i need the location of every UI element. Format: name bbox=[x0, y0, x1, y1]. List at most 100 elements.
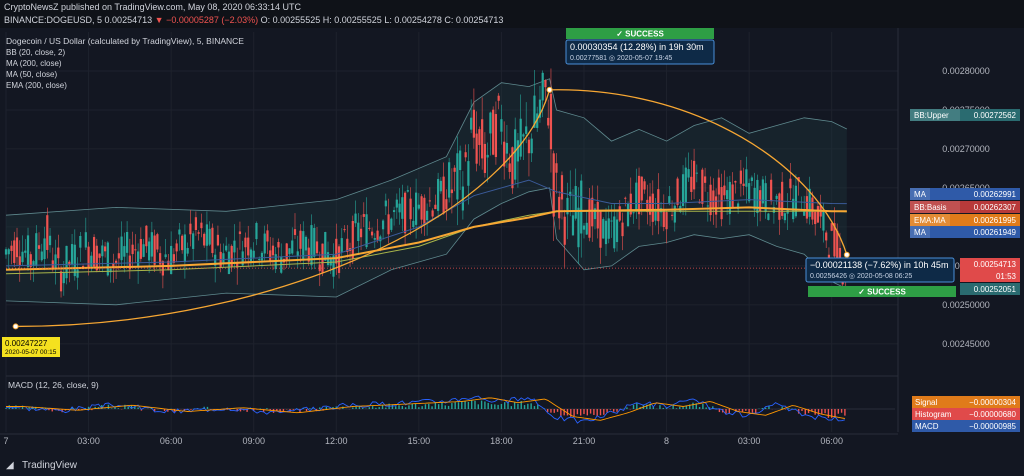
candle-body bbox=[544, 79, 547, 88]
candle-body bbox=[838, 247, 842, 260]
candle-body bbox=[285, 243, 288, 260]
candle-body bbox=[117, 253, 120, 259]
candle-body bbox=[87, 246, 90, 268]
macd-legend: MACD (12, 26, close, 9) bbox=[8, 380, 99, 390]
candle-body bbox=[170, 245, 173, 275]
time-tick-label: 09:00 bbox=[242, 436, 265, 446]
candle-body bbox=[723, 185, 726, 196]
candle-body bbox=[291, 240, 294, 254]
candle-body bbox=[4, 249, 8, 255]
candle-body bbox=[324, 232, 327, 261]
candle-body bbox=[329, 257, 332, 266]
candle-body bbox=[770, 179, 773, 202]
start-time: 2020-05-07 00:15 bbox=[5, 349, 57, 356]
price-tick-label: 0.00280000 bbox=[942, 66, 990, 76]
price-axis: 0.002800000.002750000.002700000.00265000… bbox=[897, 28, 1024, 456]
candle-body bbox=[673, 205, 676, 223]
candle-body bbox=[420, 196, 423, 220]
legend-entry: MA (50, close) bbox=[6, 70, 57, 79]
price-badge bbox=[910, 226, 1020, 238]
candle-body bbox=[439, 180, 442, 192]
candle-body bbox=[459, 150, 462, 171]
candle-body bbox=[310, 225, 313, 266]
price-badge-label: BB:Basis bbox=[914, 203, 946, 212]
candle-body bbox=[629, 193, 632, 215]
price-badge-value: 0.00262991 bbox=[974, 190, 1017, 199]
candle-body bbox=[635, 182, 638, 210]
candle-body bbox=[203, 233, 206, 246]
candle-body bbox=[560, 175, 564, 200]
candle-body bbox=[657, 189, 660, 222]
candle-body bbox=[709, 184, 712, 216]
candle-body bbox=[632, 212, 635, 214]
candle-body bbox=[70, 244, 74, 265]
measure-sublabel: 0.00256426 ◎ 2020-05-08 06:25 bbox=[810, 273, 912, 280]
ema200-line bbox=[5, 206, 847, 271]
measure-anchor bbox=[546, 86, 553, 93]
candle-body bbox=[734, 181, 737, 183]
candle-body bbox=[307, 247, 310, 262]
time-tick-label: 03:00 bbox=[738, 436, 761, 446]
candle-body bbox=[500, 119, 503, 132]
candle-body bbox=[304, 236, 308, 251]
price-change: −0.00005287 (−2.03%) bbox=[166, 15, 259, 25]
price-tick-label: 0.00245000 bbox=[942, 339, 990, 349]
candle-body bbox=[296, 251, 299, 257]
candle-body bbox=[720, 187, 723, 220]
candle-body bbox=[35, 233, 38, 266]
candle-body bbox=[365, 214, 368, 248]
legend-entry: EMA (200, close) bbox=[6, 81, 67, 90]
candle-body bbox=[453, 167, 456, 172]
candle-body bbox=[183, 234, 187, 263]
price-badge-value: 0.00254713 bbox=[974, 260, 1017, 269]
candle-body bbox=[805, 196, 809, 219]
macd-line bbox=[5, 395, 846, 424]
candle-body bbox=[139, 239, 142, 259]
candle-body bbox=[384, 200, 387, 207]
candle-body bbox=[24, 250, 27, 253]
candle-body bbox=[475, 133, 478, 164]
brand-name: TradingView bbox=[22, 460, 78, 471]
bb-upper-line bbox=[5, 78, 847, 216]
candle-body bbox=[403, 192, 407, 234]
candle-body bbox=[472, 109, 475, 138]
price-tick-label: 0.00270000 bbox=[942, 144, 990, 154]
candle-body bbox=[486, 154, 489, 158]
price-chart[interactable]: MACD (12, 26, close, 9) 0.00280000 0.0027… bbox=[0, 28, 1024, 456]
time-tick-label: 06:00 bbox=[160, 436, 183, 446]
candle-body bbox=[18, 256, 21, 266]
candle-body bbox=[748, 183, 751, 202]
candle-body bbox=[32, 261, 35, 266]
macd-badge-label: Signal bbox=[915, 398, 937, 407]
candle-body bbox=[21, 251, 24, 263]
candle-body bbox=[428, 200, 431, 202]
candle-body bbox=[822, 209, 825, 231]
candle-body bbox=[566, 197, 569, 215]
candle-body bbox=[395, 199, 398, 208]
candle-body bbox=[293, 229, 297, 235]
candle-body bbox=[503, 141, 506, 167]
candle-body bbox=[525, 126, 528, 134]
candle-body bbox=[604, 220, 608, 245]
candle-body bbox=[690, 176, 693, 192]
price-badge bbox=[910, 109, 1020, 121]
candle-body bbox=[618, 206, 621, 221]
candle-body bbox=[596, 201, 599, 229]
candle-body bbox=[676, 178, 679, 205]
price-badge-label: EMA:MA bbox=[914, 216, 946, 225]
candle-body bbox=[508, 163, 511, 172]
candle-body bbox=[695, 172, 698, 174]
candle-body bbox=[244, 237, 247, 248]
candle-body bbox=[357, 222, 360, 242]
time-tick-label: 8 bbox=[664, 436, 669, 446]
candle-body bbox=[706, 205, 709, 207]
candle-body bbox=[514, 129, 517, 180]
time-tick-label: 12:00 bbox=[325, 436, 348, 446]
legend-entry: Dogecoin / US Dollar (calculated by Trad… bbox=[6, 36, 244, 46]
candle-body bbox=[767, 213, 770, 220]
tradingview-logo-icon: ◢ bbox=[6, 460, 14, 471]
candle-body bbox=[164, 254, 167, 258]
candle-body bbox=[205, 224, 209, 246]
candle-body bbox=[318, 264, 321, 272]
candle-body bbox=[208, 228, 211, 245]
